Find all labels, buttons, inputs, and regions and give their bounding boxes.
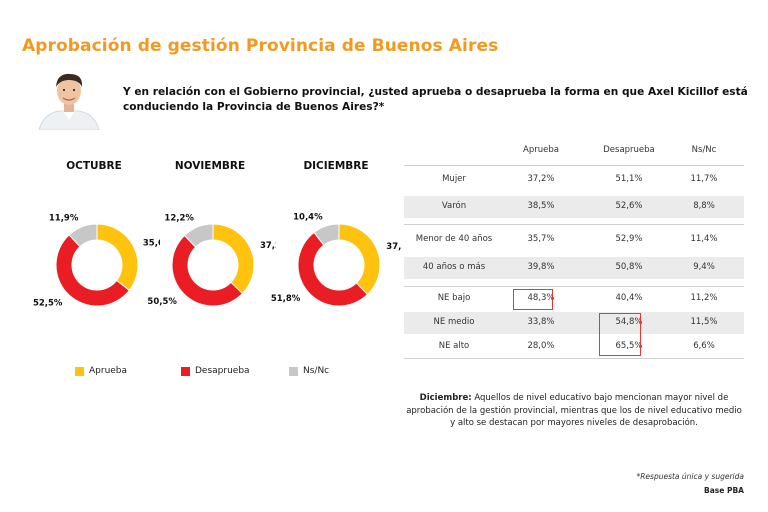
table-cell: Mujer [442,174,466,184]
table-cell: 28,0% [527,341,555,351]
table-row: NE medio 33,8% 54,8% 11,5% [404,312,744,334]
table-cell: 9,4% [693,262,715,272]
legend-label-aprueba: Aprueba [89,366,128,376]
data-label-nsnc: 12,2% [164,214,194,224]
table-cell: 40,4% [615,293,643,303]
table-cell: NE bajo [437,293,471,303]
table-cell: 65,5% [615,341,643,351]
page-title: Aprobación de gestión Provincia de Bueno… [22,36,499,56]
data-label-nsnc: 11,9% [49,214,79,224]
table-divider [404,165,744,166]
legend-swatch-aprueba [75,366,84,376]
data-label-desaprueba: 52,5% [33,299,63,309]
legend-label-nsnc: Ns/Nc [303,366,330,376]
donut-slice-nsnc [183,223,214,248]
data-label-aprueba: 35,6% [143,239,160,249]
donut-chart-noviembre: NOVIEMBRE 37,2% 50,5% 12,2% [144,160,276,340]
table-cell: 38,5% [527,201,555,211]
highlight-box-desaprueba [599,313,641,356]
table-cell: NE alto [438,341,470,351]
donut-title-diciembre: DICIEMBRE [303,160,369,172]
table-row: Varón 38,5% 52,6% 8,8% [404,196,744,218]
table-cell: 11,4% [690,234,718,244]
insight-note-text: Aquellos de nivel educativo bajo mencion… [406,393,742,428]
donut-slice-aprueba [212,223,255,295]
data-label-nsnc: 10,4% [293,213,323,223]
table-cell: 52,6% [615,201,643,211]
donut-chart-octubre: OCTUBRE 35,6% 52,5% 11,9% [28,160,160,340]
column-header-aprueba: Aprueba [523,145,559,155]
table-row: Menor de 40 años 35,7% 52,9% 11,4% [404,229,744,251]
legend-item-desaprueba: Desaprueba [181,366,250,376]
donut-slice-desaprueba [297,231,369,307]
legend-label-desaprueba: Desaprueba [195,366,250,376]
table-cell: 11,2% [690,293,718,303]
donut-slice-aprueba [338,223,381,296]
donut-slice-nsnc [313,223,340,246]
column-header-nsnc: Ns/Nc [691,145,717,155]
donut-slice-desaprueba [171,234,244,307]
table-cell: 6,6% [693,341,715,351]
table-cell: 11,7% [690,174,718,184]
legend-item-nsnc: Ns/Nc [289,366,329,376]
results-table: Aprueba Desaprueba Ns/Nc Mujer 37,2% 51,… [404,138,744,359]
avatar [33,68,105,130]
donut-slice-desaprueba [55,234,130,307]
table-cell: 54,8% [615,317,643,327]
table-cell: 50,8% [615,262,643,272]
table-cell: 11,5% [690,317,718,327]
donut-slice-aprueba [96,223,139,292]
table-cell: Menor de 40 años [415,234,493,244]
table-divider [404,224,744,225]
table-row: NE bajo 48,3% 40,4% 11,2% [404,288,744,310]
highlight-box-ne-bajo-aprueba [513,289,553,310]
legend-item-aprueba: Aprueba [75,366,127,376]
donut-svg-diciembre: 37,8% 51,8% 10,4% [271,213,402,307]
table-cell: 33,8% [527,317,555,327]
table-cell: 39,8% [527,262,555,272]
data-label-desaprueba: 50,5% [147,297,177,307]
data-label-desaprueba: 51,8% [271,294,301,304]
legend-swatch-nsnc [289,366,298,376]
data-label-aprueba: 37,8% [386,242,402,252]
table-row: 40 años o más 39,8% 50,8% 9,4% [404,257,744,279]
table-cell: 48,3% [527,293,555,303]
table-cell: NE medio [433,317,475,327]
table-cell: 35,7% [527,234,555,244]
donut-svg-noviembre: 37,2% 50,5% 12,2% [147,214,276,307]
legend-swatch-desaprueba [181,366,190,376]
table-cell: 40 años o más [422,262,486,272]
data-label-aprueba: 37,2% [260,241,276,251]
donut-title-noviembre: NOVIEMBRE [174,160,246,172]
donut-chart-diciembre: DICIEMBRE 37,8% 51,8% 10,4% [270,160,402,340]
table-cell: 37,2% [527,174,555,184]
base-note: Base PBA [704,486,744,495]
insight-note-heading: Diciembre: [419,393,472,403]
table-cell: Varón [441,201,467,211]
person-portrait-icon [38,73,100,130]
table-cell: 8,8% [693,201,715,211]
table-cell: 51,1% [615,174,643,184]
donut-slice-nsnc [68,223,98,248]
column-header-desaprueba: Desaprueba [603,145,655,155]
table-row: Mujer 37,2% 51,1% 11,7% [404,169,744,191]
insight-note: Diciembre: Aquellos de nivel educativo b… [404,392,744,430]
table-header: Aprueba Desaprueba Ns/Nc [404,138,744,164]
table-divider [404,358,744,359]
table-divider [404,286,744,287]
donut-svg-octubre: 35,6% 52,5% 11,9% [33,214,160,309]
footnote: *Respuesta única y sugerida [636,472,744,481]
donut-title-octubre: OCTUBRE [66,160,122,172]
table-row: NE alto 28,0% 65,5% 6,6% [404,336,744,358]
survey-question: Y en relación con el Gobierno provincial… [123,86,748,113]
table-cell: 52,9% [615,234,643,244]
